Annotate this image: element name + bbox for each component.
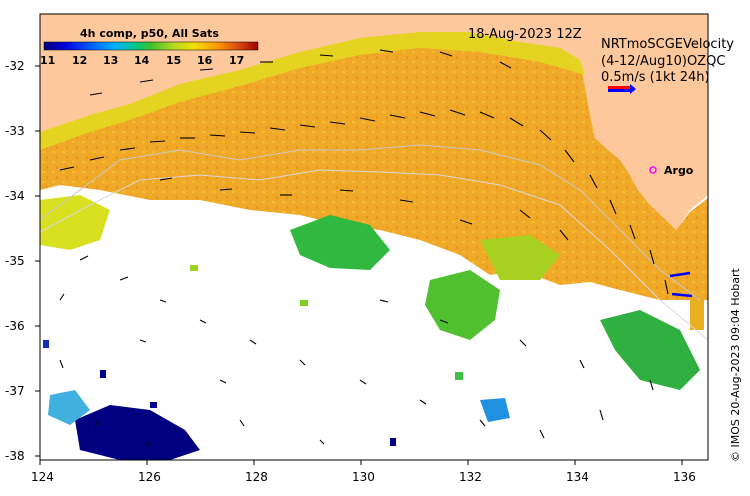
velocity-source-line2: (4-12/Aug10)OZQC — [601, 54, 725, 69]
colorbar-tick: 11 — [40, 54, 55, 67]
sst-green-patch-2 — [425, 270, 500, 340]
sst-cold-patch — [75, 405, 200, 460]
land-region — [40, 14, 708, 230]
velocity-arrows — [59, 49, 669, 449]
credit-label: © IMOS 20-Aug-2023 09:04 Hobart — [729, 268, 742, 462]
x-tick-label: 128 — [245, 470, 268, 484]
sst-scatter-pixels — [43, 265, 704, 446]
y-tick-label: -36 — [5, 319, 25, 333]
sst-warm-band — [40, 32, 708, 300]
sst-coastal-yellow — [40, 32, 585, 150]
colorbar: 4h comp, p50, All Sats 11 12 13 14 15 16… — [40, 27, 259, 67]
colorbar-gradient — [43, 41, 259, 51]
velocity-scale-label: 0.5m/s (1kt 24h) — [601, 70, 710, 85]
y-tick-label: -34 — [5, 189, 25, 203]
isobath-1 — [40, 144, 701, 301]
colorbar-tick: 13 — [103, 54, 118, 67]
y-tick-label: -37 — [5, 384, 25, 398]
y-tick-label: -32 — [5, 59, 25, 73]
arrow-right-icon — [608, 84, 636, 94]
argo-label: Argo — [664, 164, 694, 177]
colorbar-tick: 15 — [166, 54, 181, 67]
velocity-source-line1: NRTmoSCGEVelocity — [601, 37, 734, 52]
sst-yellow-patch — [40, 195, 110, 250]
sst-green-patch-4 — [480, 235, 560, 280]
coastal-velocity-arrows — [669, 271, 693, 298]
x-tick-label: 136 — [673, 470, 696, 484]
x-axis: 124 126 128 130 132 134 136 — [31, 460, 696, 484]
colorbar-tick: 17 — [229, 54, 244, 67]
y-axis: -32 -33 -34 -35 -36 -37 -38 — [5, 59, 40, 463]
sst-cyan-patch-2 — [480, 398, 510, 422]
y-tick-label: -35 — [5, 254, 25, 268]
colorbar-tick: 14 — [134, 54, 150, 67]
y-tick-label: -38 — [5, 449, 25, 463]
x-tick-label: 126 — [138, 470, 161, 484]
sst-cyan-patch — [48, 390, 90, 425]
x-tick-label: 130 — [352, 470, 375, 484]
sst-green-patch-3 — [600, 310, 700, 390]
map-layers — [40, 14, 708, 460]
colorbar-tick: 16 — [197, 54, 213, 67]
colorbar-title: 4h comp, p50, All Sats — [80, 27, 219, 40]
x-tick-label: 134 — [566, 470, 589, 484]
x-tick-label: 124 — [31, 470, 54, 484]
argo-marker-icon — [649, 166, 657, 174]
isobath-2 — [40, 169, 708, 341]
y-tick-label: -33 — [5, 124, 25, 138]
datetime-label: 18-Aug-2023 12Z — [468, 27, 582, 42]
sst-green-patch-1 — [290, 215, 390, 270]
plot-border — [39, 13, 709, 461]
x-tick-label: 132 — [459, 470, 482, 484]
colorbar-tick: 12 — [72, 54, 87, 67]
